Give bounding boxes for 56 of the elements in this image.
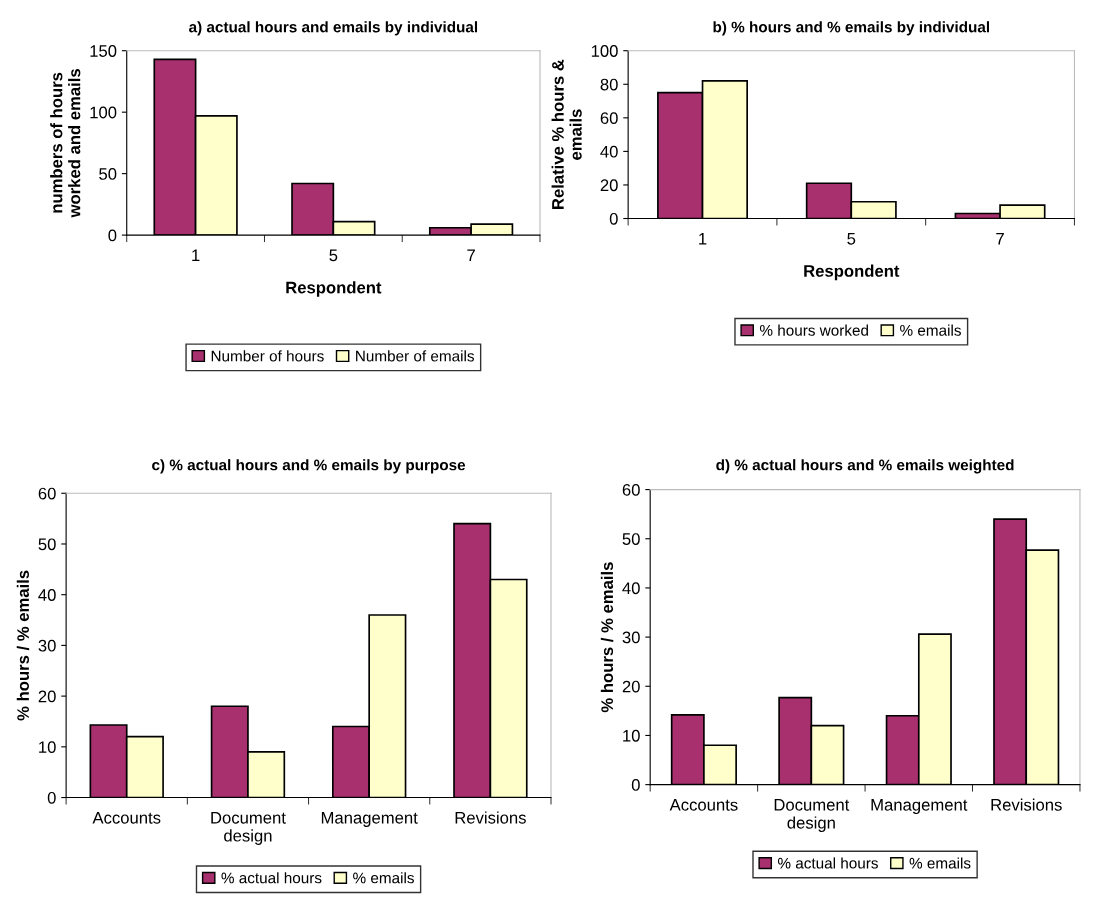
y-tick-label: 40 [600, 145, 618, 158]
y-tick-label: 60 [38, 487, 56, 500]
y-tick-label: 150 [90, 45, 117, 57]
y-axis-title: % hours / % emails [600, 562, 614, 713]
y-tick-label: 0 [47, 791, 56, 804]
y-tick-label: 40 [38, 589, 56, 601]
y-tick-label: 0 [609, 212, 618, 225]
x-tick-label: 1 [192, 249, 200, 262]
x-tick-label: Document design [211, 812, 286, 845]
y-tick-label: 50 [622, 533, 640, 545]
y-tick-label: 40 [622, 582, 640, 595]
y-tick-label: 60 [622, 483, 640, 496]
x-tick-label: Management [321, 812, 418, 827]
y-tick-label: 0 [631, 779, 640, 791]
x-tick-label: Accounts [92, 812, 161, 824]
x-tick-label: 5 [847, 233, 856, 245]
y-tick-label: 100 [90, 106, 117, 119]
legend-label: Number of emails [356, 350, 474, 362]
y-tick-label: 0 [108, 229, 117, 242]
y-tick-label: 50 [99, 168, 117, 180]
y-axis-title: % hours / % emails [16, 570, 30, 721]
x-tick-label: 1 [699, 233, 707, 245]
y-tick-label: 30 [622, 631, 640, 644]
chart-title: c) % actual hours and % emails by purpose [152, 459, 466, 474]
y-tick-label: 10 [623, 729, 640, 742]
y-axis-title: Relative % hours & emails [551, 59, 582, 209]
legend-label: % emails [353, 872, 414, 884]
y-tick-label: 10 [39, 741, 56, 754]
legend-label: % emails [900, 324, 961, 336]
x-tick-label: 7 [996, 233, 1004, 245]
x-tick-label: 7 [467, 249, 475, 262]
x-tick-label: Revisions [991, 798, 1062, 811]
y-tick-label: 20 [600, 179, 618, 192]
y-tick-label: 60 [600, 112, 618, 125]
legend-label: % actual hours [777, 857, 878, 869]
x-tick-label: Document design [774, 799, 850, 832]
y-tick-label: 50 [38, 538, 56, 551]
y-tick-label: 20 [622, 680, 640, 693]
y-tick-label: 20 [38, 690, 56, 703]
y-axis-title: numbers of hours worked and emails [50, 69, 81, 218]
x-axis-title: Respondent [286, 281, 382, 297]
x-axis-title: Respondent [804, 264, 900, 281]
x-tick-label: Accounts [669, 799, 738, 811]
x-tick-label: Management [871, 799, 968, 815]
x-tick-label: 5 [329, 249, 338, 262]
legend-label: % emails [909, 857, 971, 869]
chart-title: b) % hours and % emails by individual [713, 21, 990, 36]
y-tick-label: 80 [600, 78, 618, 91]
y-tick-label: 30 [38, 639, 56, 652]
chart-title: a) actual hours and emails by individual [189, 21, 478, 36]
legend-label: Number of hours [211, 350, 324, 362]
y-tick-label: 100 [591, 45, 618, 57]
legend-label: % actual hours [221, 872, 322, 884]
x-tick-label: Revisions [455, 811, 526, 824]
chart-title: d) % actual hours and % emails weighted [716, 459, 1014, 474]
legend-label: % hours worked [759, 324, 868, 336]
